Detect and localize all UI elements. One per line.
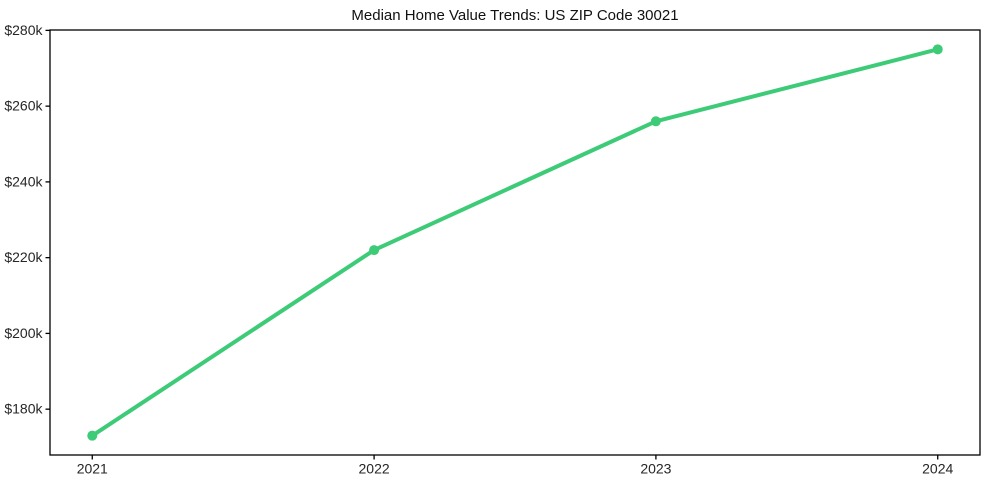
data-point-marker <box>369 245 380 256</box>
x-axis-tick-label: 2024 <box>922 461 953 477</box>
y-axis-tick-label: $180k <box>4 401 43 417</box>
x-axis-tick-label: 2023 <box>640 461 671 477</box>
y-axis-tick-label: $220k <box>4 249 43 265</box>
y-axis-tick-label: $280k <box>4 22 43 38</box>
y-axis-tick-label: $260k <box>4 98 43 114</box>
chart-title: Median Home Value Trends: US ZIP Code 30… <box>351 7 679 24</box>
y-axis-tick-label: $200k <box>4 325 43 341</box>
plot-frame <box>49 29 981 456</box>
trend-line <box>90 47 940 438</box>
data-point-marker <box>650 116 661 127</box>
x-axis-tick-label: 2022 <box>359 461 390 477</box>
data-point-marker <box>87 430 98 441</box>
data-point-marker <box>932 44 943 55</box>
y-axis-tick-label: $240k <box>4 173 43 189</box>
x-axis-tick-label: 2021 <box>77 461 108 477</box>
